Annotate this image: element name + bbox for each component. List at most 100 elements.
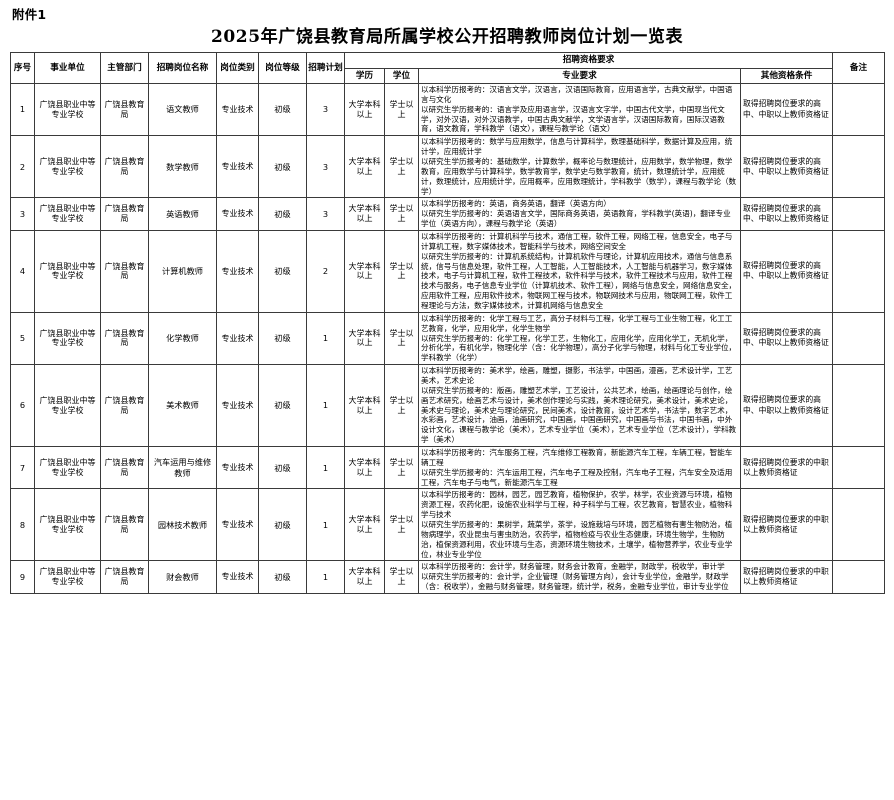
- header-unit: 事业单位: [34, 52, 101, 84]
- cell-plan_count: 2: [306, 229, 345, 313]
- cell-post_category: 专业技术: [216, 135, 259, 199]
- cell-other: 取得招聘岗位要求的中职以上教师资格证: [739, 488, 834, 562]
- cell-post_level: 初级: [258, 197, 307, 231]
- table-row: 3 广饶县职业中等专业学校 广饶县教育局 英语教师 专业技术 初级 3 大学本科以上 学士以上以…: [10, 197, 886, 231]
- cell-major: 以本科学历报考的：汉语言文学，汉语言，汉语国际教育，应用语言学，古典文献学，中国…: [418, 82, 741, 137]
- table-row: 8 广饶县职业中等专业学校 广饶县教育局 园林技术教师 专业技术 初级 1 大学本科以上 学士以…: [10, 488, 886, 562]
- cell-unit: 广饶县职业中等专业学校: [34, 488, 101, 562]
- major-undergraduate: 以本科学历报考的：计算机科学与技术，通信工程，软件工程，网络工程，信息安全，电子…: [421, 231, 733, 251]
- table-row: 5 广饶县职业中等专业学校 广饶县教育局 化学教师 专业技术 初级 1 大学本科以上 学士以上以…: [10, 311, 886, 366]
- cell-post_level: 初级: [258, 560, 307, 595]
- major-undergraduate: 以本科学历报考的：园林，园艺，园艺教育，植物保护，农学，林学，农业资源与环境，植…: [421, 490, 733, 520]
- header-seq: 序号: [10, 52, 35, 84]
- cell-major: 以本科学历报考的：数学与应用数学，信息与计算科学，数理基础科学，数据计算及应用，…: [418, 135, 741, 199]
- cell-unit: 广饶县职业中等专业学校: [34, 311, 101, 366]
- cell-unit: 广饶县职业中等专业学校: [34, 445, 101, 490]
- cell-other: 取得招聘岗位要求的高中、中职以上教师资格证: [739, 135, 834, 199]
- cell-post_name: 汽车运用与维修教师: [148, 445, 217, 490]
- cell-seq: 1: [10, 82, 35, 137]
- cell-degree: 学士以上: [384, 82, 419, 137]
- major-undergraduate: 以本科学历报考的：汽车服务工程，汽车维修工程教育，新能源汽车工程，车辆工程，智能…: [421, 448, 733, 467]
- cell-plan_count: 3: [306, 197, 345, 231]
- cell-unit: 广饶县职业中等专业学校: [34, 229, 101, 313]
- page-title: 2025年广饶县教育局所属学校公开招聘教师岗位计划一览表: [210, 26, 684, 47]
- cell-unit: 广饶县职业中等专业学校: [34, 197, 101, 231]
- cell-remark: [832, 197, 886, 231]
- cell-post_level: 初级: [258, 311, 307, 366]
- header-other: 其他资格条件: [739, 67, 834, 84]
- cell-education: 大学本科以上: [344, 445, 385, 490]
- major-graduate: 以研究生学历报考的：计算机系统结构，计算机软件与理论，计算机应用技术，通信与信息…: [421, 251, 737, 310]
- cell-seq: 9: [10, 560, 35, 595]
- cell-major: 以本科学历报考的：化学工程与工艺，高分子材料与工程，化学工程与工业生物工程，化工…: [418, 311, 741, 366]
- cell-dept: 广饶县教育局: [100, 135, 149, 199]
- cell-plan_count: 1: [306, 488, 345, 562]
- cell-remark: [832, 311, 886, 366]
- major-undergraduate: 以本科学历报考的：美术学，绘画，雕塑，摄影，书法学，中国画，漫画，艺术设计学，工…: [421, 366, 733, 385]
- cell-remark: [832, 364, 886, 447]
- cell-other: 取得招聘岗位要求的高中、中职以上教师资格证: [739, 311, 834, 366]
- major-undergraduate: 以本科学历报考的：英语，商务英语，翻译（英语方向）: [421, 199, 611, 209]
- header-degree: 学位: [384, 67, 419, 84]
- cell-plan_count: 3: [306, 82, 345, 137]
- cell-seq: 2: [10, 135, 35, 199]
- header-post-level: 岗位等级: [258, 52, 307, 84]
- cell-dept: 广饶县教育局: [100, 197, 149, 231]
- major-graduate: 以研究生学历报考的：化学工程，化学工艺，生物化工，应用化学，应用化学工，无机化学…: [421, 333, 737, 363]
- table-row: 9 广饶县职业中等专业学校 广饶县教育局 财会教师 专业技术 初级 1 大学本科以上 学士以上以…: [10, 560, 886, 595]
- cell-seq: 7: [10, 445, 35, 490]
- cell-post_name: 语文教师: [148, 82, 217, 137]
- cell-post_level: 初级: [258, 82, 307, 137]
- cell-major: 以本科学历报考的：计算机科学与技术，通信工程，软件工程，网络工程，信息安全，电子…: [418, 229, 741, 313]
- cell-dept: 广饶县教育局: [100, 560, 149, 595]
- header-post-name: 招聘岗位名称: [148, 52, 217, 84]
- cell-seq: 4: [10, 229, 35, 313]
- table-header: 序号 事业单位 主管部门 招聘岗位名称 岗位类别 岗位等级 招聘计划 招聘资格要…: [10, 52, 886, 84]
- cell-education: 大学本科以上: [344, 197, 385, 231]
- cell-dept: 广饶县教育局: [100, 82, 149, 137]
- cell-other: 取得招聘岗位要求的高中、中职以上教师资格证: [739, 364, 834, 447]
- cell-other: 取得招聘岗位要求的高中、中职以上教师资格证: [739, 229, 834, 313]
- cell-other: 取得招聘岗位要求的高中、中职以上教师资格证: [739, 197, 834, 231]
- major-undergraduate: 以本科学历报考的：数学与应用数学，信息与计算科学，数理基础科学，数据计算及应用，…: [421, 137, 733, 157]
- cell-remark: [832, 488, 886, 562]
- major-graduate: 以研究生学历报考的：语言学及应用语言学，汉语言文字学，中国古代文学，中国现当代文…: [421, 104, 725, 134]
- cell-major: 以本科学历报考的：英语，商务英语，翻译（英语方向） 以研究生学历报考的：英语语言文…: [418, 197, 741, 231]
- table-row: 7 广饶县职业中等专业学校 广饶县教育局 汽车运用与维修教师 专业技术 初级 1 大学本科以上…: [10, 445, 886, 490]
- cell-post_category: 专业技术: [216, 197, 259, 231]
- header-row-2: 学历 学位 专业要求 其他资格条件: [11, 67, 885, 84]
- table-row: 6 广饶县职业中等专业学校 广饶县教育局 美术教师 专业技术 初级 1 大学本科以上 学士以上以…: [10, 364, 886, 447]
- cell-unit: 广饶县职业中等专业学校: [34, 82, 101, 137]
- cell-post_name: 数学教师: [148, 135, 217, 199]
- cell-post_category: 专业技术: [216, 364, 259, 447]
- cell-seq: 6: [10, 364, 35, 447]
- cell-major: 以本科学历报考的：会计学，财务管理，财务会计教育，金融学，财政学，税收学，审计学…: [418, 560, 741, 595]
- recruitment-plan-table: 序号 事业单位 主管部门 招聘岗位名称 岗位类别 岗位等级 招聘计划 招聘资格要…: [10, 52, 886, 595]
- major-graduate: 以研究生学历报考的：版画，雕塑艺术学，工艺设计，公共艺术，绘画，绘画理论与创作，…: [421, 385, 737, 445]
- cell-post_level: 初级: [258, 364, 307, 447]
- cell-dept: 广饶县教育局: [100, 311, 149, 366]
- cell-dept: 广饶县教育局: [100, 364, 149, 447]
- cell-post_category: 专业技术: [216, 445, 259, 490]
- header-qualification-group: 招聘资格要求: [343, 52, 834, 69]
- major-graduate: 以研究生学历报考的：会计学，企业管理（财务管理方向），会计专业学位，金融学，财政…: [421, 572, 729, 592]
- cell-dept: 广饶县教育局: [100, 229, 149, 313]
- table-body: 1 广饶县职业中等专业学校 广饶县教育局 语文教师 专业技术 初级 3 大学本科以上 学士以上以…: [10, 82, 886, 595]
- cell-degree: 学士以上: [384, 488, 419, 562]
- major-undergraduate: 以本科学历报考的：化学工程与工艺，高分子材料与工程，化学工程与工业生物工程，化工…: [421, 313, 733, 333]
- cell-plan_count: 1: [306, 364, 345, 447]
- cell-post_name: 化学教师: [148, 311, 217, 366]
- cell-post_category: 专业技术: [216, 229, 259, 313]
- cell-major: 以本科学历报考的：美术学，绘画，雕塑，摄影，书法学，中国画，漫画，艺术设计学，工…: [418, 364, 741, 447]
- cell-degree: 学士以上: [384, 560, 419, 595]
- header-row-1: 序号 事业单位 主管部门 招聘岗位名称 岗位类别 岗位等级 招聘计划 招聘资格要…: [10, 52, 886, 84]
- cell-remark: [832, 82, 886, 137]
- cell-post_name: 计算机教师: [148, 229, 217, 313]
- cell-seq: 8: [10, 488, 35, 562]
- cell-other: 取得招聘岗位要求的高中、中职以上教师资格证: [739, 82, 834, 137]
- cell-unit: 广饶县职业中等专业学校: [34, 135, 101, 199]
- cell-post_category: 专业技术: [216, 82, 259, 137]
- header-post-category: 岗位类别: [216, 52, 259, 84]
- cell-post_level: 初级: [258, 445, 307, 490]
